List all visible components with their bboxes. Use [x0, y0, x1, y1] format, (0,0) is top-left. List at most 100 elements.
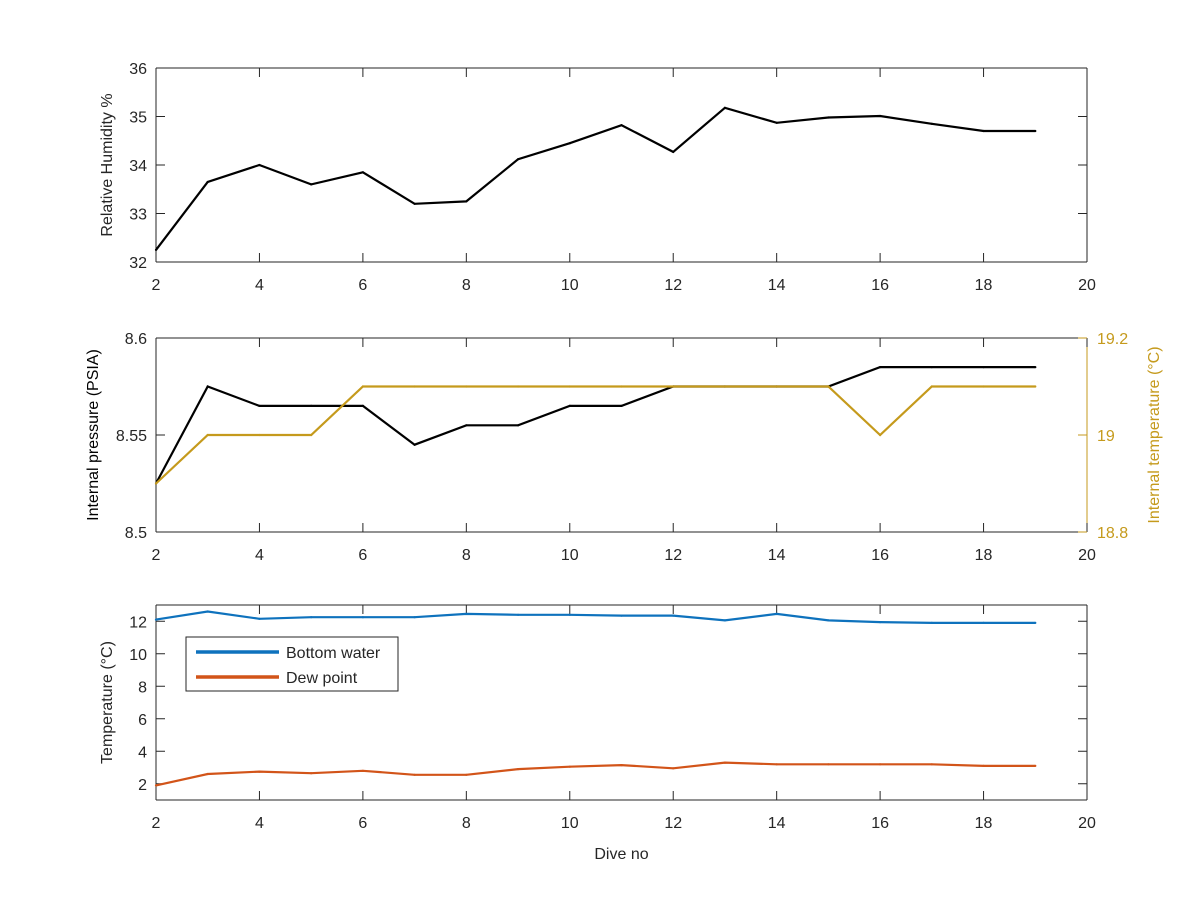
data-point — [620, 764, 623, 767]
chart-panel-3: 2 4 6 8 10 12 14 16 18 20 2 4 6 8 10 12 Temperature (°C)… — [99, 604, 1096, 863]
y2-tick-label: 18.8 — [1097, 525, 1128, 542]
data-point — [465, 612, 468, 616]
data-point — [361, 171, 364, 174]
data-point — [1034, 385, 1037, 388]
x-tick-label: 10 — [561, 815, 579, 832]
data-point — [154, 784, 158, 787]
data-point — [930, 763, 933, 766]
x-tick-label: 12 — [664, 277, 682, 294]
data-point — [154, 482, 158, 485]
data-point — [413, 773, 416, 776]
data-point — [982, 366, 985, 369]
data-point — [206, 180, 209, 184]
x-tick-label: 2 — [152, 547, 161, 564]
data-point — [258, 770, 261, 773]
data-point — [361, 769, 364, 772]
data-point — [568, 385, 571, 388]
data-point — [1034, 764, 1037, 768]
data-point — [206, 772, 209, 776]
x-axis-label: Dive no — [594, 846, 648, 863]
data-point — [827, 385, 830, 388]
y-axis-label: Relative Humidity % — [99, 93, 116, 236]
x-tick-label: 20 — [1078, 815, 1096, 832]
data-point — [620, 614, 623, 617]
x-tick-label: 4 — [255, 815, 264, 832]
x-tick-label: 16 — [871, 277, 889, 294]
y-tick-label: 2 — [138, 777, 147, 794]
data-point — [517, 158, 520, 161]
y-tick-label: 8.55 — [116, 428, 147, 445]
y-tick-label: 33 — [129, 207, 147, 224]
data-point — [465, 200, 468, 203]
data-point — [982, 621, 985, 625]
data-point — [568, 613, 571, 616]
legend-label: Bottom water — [286, 645, 381, 662]
data-point — [723, 385, 727, 388]
data-point — [517, 424, 520, 427]
data-point — [775, 763, 778, 766]
y-tick-label: 32 — [129, 255, 147, 272]
data-point — [568, 142, 571, 145]
data-point — [1034, 366, 1037, 369]
y2-tick-label: 19.2 — [1097, 331, 1128, 348]
data-point — [517, 613, 520, 616]
data-point — [206, 385, 209, 388]
data-point — [413, 616, 416, 619]
data-point — [310, 433, 313, 437]
legend-label: Dew point — [286, 670, 358, 687]
data-point — [413, 385, 416, 388]
x-tick-label: 10 — [561, 277, 579, 294]
series-bottom-water — [155, 610, 1036, 625]
data-point — [982, 764, 985, 768]
y2-tick-label: 19 — [1097, 428, 1115, 445]
data-point — [1034, 621, 1037, 625]
x-tick-label: 2 — [152, 277, 161, 294]
data-point — [930, 621, 933, 625]
y-tick-label: 8.5 — [125, 525, 147, 542]
x-tick-label: 6 — [358, 547, 367, 564]
data-point — [930, 385, 933, 388]
data-point — [672, 614, 675, 617]
y-tick-label: 8 — [138, 679, 147, 696]
data-point — [620, 124, 623, 127]
data-point — [258, 404, 261, 407]
y-tick-label: 8.6 — [125, 331, 147, 348]
data-point — [879, 114, 882, 118]
data-point — [982, 129, 985, 133]
x-tick-label: 20 — [1078, 277, 1096, 294]
data-point — [879, 433, 882, 437]
data-point — [620, 404, 623, 407]
data-point — [879, 763, 882, 766]
data-point — [982, 385, 985, 388]
data-point — [827, 619, 830, 622]
y-axis-label: Internal pressure (PSIA) — [85, 349, 102, 521]
data-point — [775, 121, 778, 124]
x-tick-label: 16 — [871, 547, 889, 564]
data-point — [310, 183, 313, 186]
y-tick-label: 35 — [129, 110, 147, 127]
data-point — [827, 763, 830, 766]
data-point — [672, 767, 675, 770]
data-point — [672, 385, 675, 388]
data-point — [154, 618, 158, 621]
x-tick-label: 10 — [561, 547, 579, 564]
data-point — [154, 248, 158, 251]
y-tick-label: 36 — [129, 61, 147, 78]
y-tick-label: 34 — [129, 158, 147, 175]
x-tick-label: 20 — [1078, 547, 1096, 564]
x-tick-label: 18 — [975, 547, 993, 564]
y-tick-label: 6 — [138, 712, 147, 729]
x-tick-label: 4 — [255, 547, 264, 564]
x-tick-label: 14 — [768, 815, 786, 832]
data-point — [775, 612, 778, 616]
x-tick-label: 18 — [975, 277, 993, 294]
data-point — [672, 150, 675, 153]
data-point — [517, 385, 520, 388]
y-tick-label: 4 — [138, 744, 147, 761]
series-line-1 — [155, 106, 1036, 251]
x-tick-label: 12 — [664, 547, 682, 564]
data-point — [723, 619, 727, 622]
x-tick-label: 14 — [768, 277, 786, 294]
data-point — [568, 404, 571, 407]
